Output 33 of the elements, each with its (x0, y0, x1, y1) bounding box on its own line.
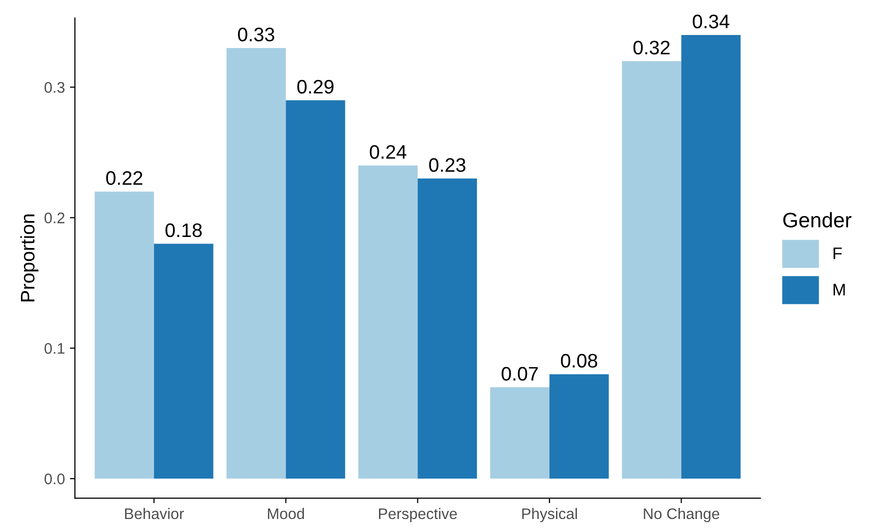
bar (681, 34, 741, 479)
data-label: 0.32 (633, 40, 670, 54)
y-tick-label: 0.0 (44, 473, 65, 484)
bar (94, 192, 154, 479)
bar (622, 61, 682, 479)
bar (226, 48, 286, 479)
data-label: 0.22 (106, 171, 142, 185)
bar (286, 100, 346, 479)
data-label: 0.23 (429, 158, 466, 172)
x-tick-label: No Change (644, 508, 720, 522)
data-label: 0.07 (502, 366, 538, 381)
data-label: 0.29 (297, 80, 334, 94)
y-tick-label: 0.1 (44, 343, 64, 354)
legend-label: F (834, 248, 842, 260)
data-label: 0.33 (238, 28, 274, 42)
y-tick-label: 0.3 (44, 82, 65, 93)
y-axis-title: Proportion (20, 214, 38, 302)
x-tick-label: Perspective (378, 508, 457, 522)
data-label: 0.18 (166, 223, 202, 238)
legend-title: Gender (783, 212, 852, 228)
legend-label: M (834, 284, 845, 296)
data-label: 0.24 (370, 145, 406, 159)
bar (358, 165, 418, 479)
data-label: 0.08 (560, 354, 598, 368)
x-tick-label: Mood (268, 508, 304, 520)
bar (154, 244, 214, 479)
bar (418, 178, 477, 479)
y-tick-label: 0.2 (44, 212, 64, 224)
bar (549, 374, 609, 479)
data-label: 0.34 (692, 14, 730, 28)
bar (490, 387, 550, 479)
x-tick-label: Physical (522, 508, 577, 522)
x-tick-label: Behavior (125, 508, 184, 520)
